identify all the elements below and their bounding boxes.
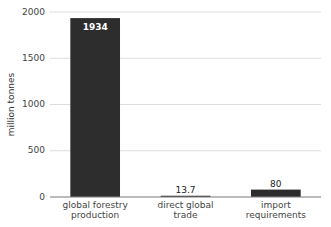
x-axis: global forestryproduction direct globaltr…	[63, 200, 307, 220]
grid-line	[50, 197, 321, 198]
y-tick-label: 1500	[22, 53, 45, 63]
y-axis-label: million tonnes	[6, 72, 16, 136]
data-labels: 1934 13.7 80	[83, 22, 282, 195]
x-axis-line	[50, 197, 321, 198]
x-tick-label: importrequirements	[246, 200, 307, 220]
bar	[251, 190, 301, 197]
chart: 0 500 1000 1500 2000 million tonnes 1934 13.7 80…	[0, 0, 331, 227]
x-tick-label: direct globaltrade	[157, 200, 213, 220]
y-axis: 0 500 1000 1500 2000	[22, 7, 321, 202]
y-tick-label: 1000	[22, 99, 45, 109]
bars	[70, 18, 300, 197]
y-tick-label: 0	[39, 192, 45, 202]
grid-line	[50, 12, 321, 13]
data-label: 80	[270, 179, 282, 189]
y-tick-label: 500	[28, 145, 45, 155]
x-tick-label: global forestryproduction	[63, 200, 129, 220]
bar	[70, 18, 120, 197]
data-label: 13.7	[175, 185, 195, 195]
y-tick-label: 2000	[22, 7, 45, 17]
data-label: 1934	[83, 22, 108, 32]
